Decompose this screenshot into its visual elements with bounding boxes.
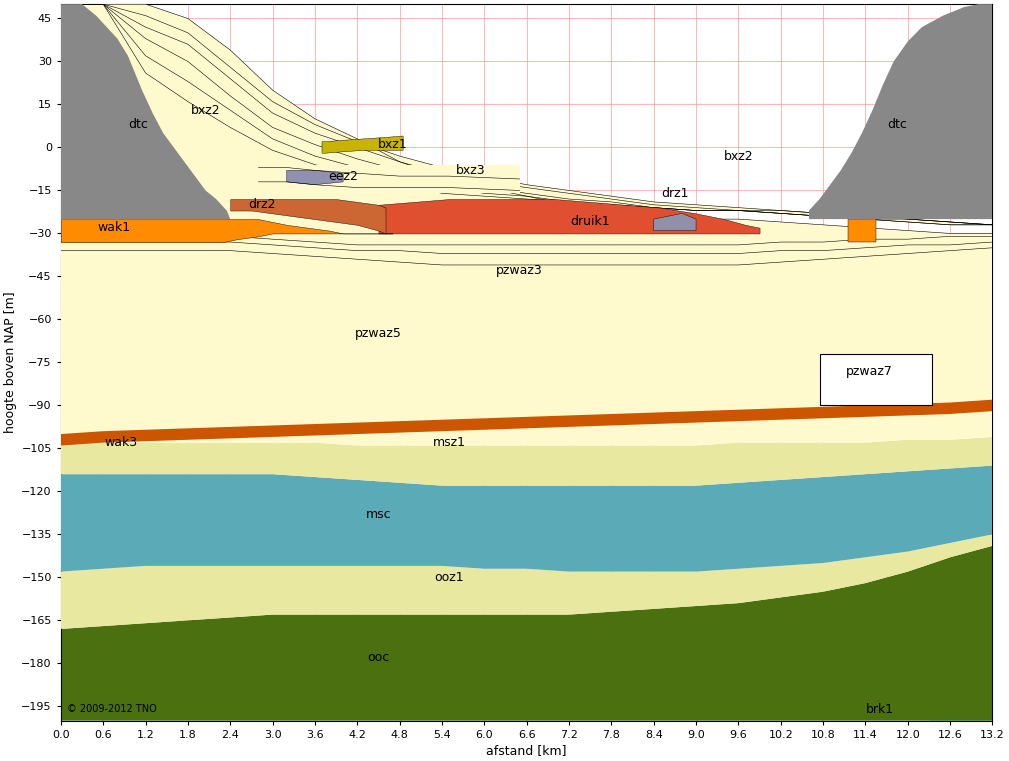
Text: wak1: wak1 xyxy=(97,221,130,234)
Text: wak3: wak3 xyxy=(104,436,137,449)
Polygon shape xyxy=(819,354,932,406)
Text: pzwaz3: pzwaz3 xyxy=(496,264,543,277)
Polygon shape xyxy=(265,164,520,193)
Polygon shape xyxy=(287,170,343,185)
Text: bxz2: bxz2 xyxy=(191,103,220,116)
X-axis label: afstand [km]: afstand [km] xyxy=(486,743,567,757)
Text: © 2009-2012 TNO: © 2009-2012 TNO xyxy=(67,704,156,714)
Text: pzwaz7: pzwaz7 xyxy=(846,365,892,377)
Text: brk1: brk1 xyxy=(866,702,894,715)
Text: eez2: eez2 xyxy=(328,170,358,183)
Text: ooz1: ooz1 xyxy=(434,571,464,584)
Text: bxz3: bxz3 xyxy=(455,164,485,177)
Polygon shape xyxy=(322,136,404,153)
Text: drz2: drz2 xyxy=(248,199,275,212)
Text: bxz2: bxz2 xyxy=(723,150,753,163)
Text: msc: msc xyxy=(365,508,391,521)
Text: ooc: ooc xyxy=(367,651,389,664)
Text: druik1: druik1 xyxy=(570,215,610,228)
Polygon shape xyxy=(848,219,876,242)
Text: dtc: dtc xyxy=(128,118,148,131)
Text: drz1: drz1 xyxy=(661,186,688,200)
Y-axis label: hoogte boven NAP [m]: hoogte boven NAP [m] xyxy=(4,291,17,433)
Text: msz1: msz1 xyxy=(433,436,465,449)
Text: bxz1: bxz1 xyxy=(377,138,408,151)
Text: pzwaz5: pzwaz5 xyxy=(355,327,402,340)
Polygon shape xyxy=(654,213,696,231)
Text: dtc: dtc xyxy=(887,118,907,131)
